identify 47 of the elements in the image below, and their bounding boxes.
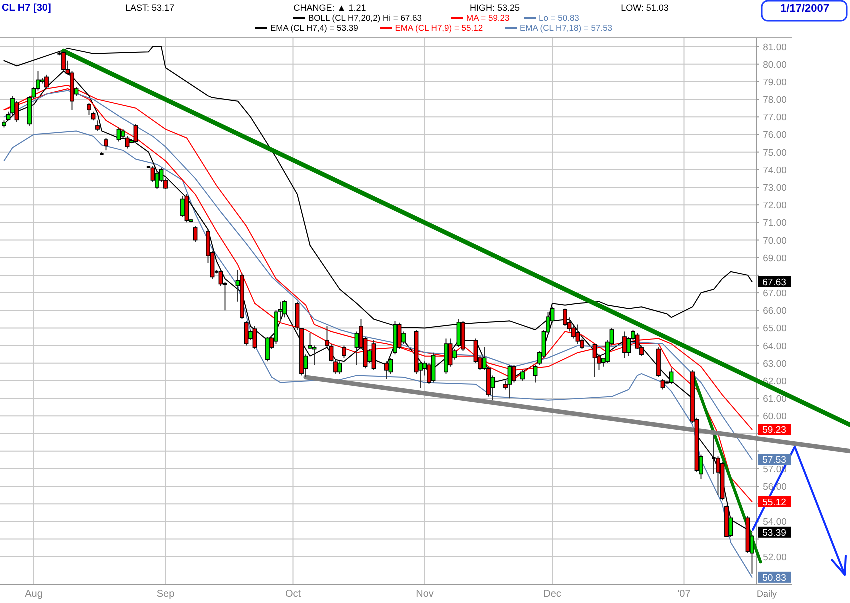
x-tick-label: '07 xyxy=(678,589,692,600)
legend-label: Lo = 50.83 xyxy=(539,13,580,23)
y-tick-label: 77.00 xyxy=(763,112,787,124)
y-tick-label: 61.00 xyxy=(763,394,787,406)
data-label: 55.12 xyxy=(762,497,786,508)
data-label: 67.63 xyxy=(762,277,786,288)
y-tick-label: 64.00 xyxy=(763,341,787,352)
y-tick-label: 71.00 xyxy=(763,218,787,230)
text: LOW: 51.03 xyxy=(621,3,669,13)
y-tick-label: 60.00 xyxy=(763,412,787,423)
y-tick-label: 66.00 xyxy=(763,306,787,318)
x-tick-label: Aug xyxy=(25,589,43,600)
legend-label: MA = 59.23 xyxy=(466,13,510,23)
y-tick-label: 79.00 xyxy=(763,77,787,88)
x-tick-label: Nov xyxy=(416,589,434,600)
y-tick-label: 81.00 xyxy=(763,42,787,54)
legend-label: EMA (CL H7,4) = 53.39 xyxy=(270,23,359,33)
data-label: 53.39 xyxy=(762,528,786,539)
y-tick-label: 65.00 xyxy=(763,324,787,335)
text: Daily xyxy=(756,589,778,599)
chart-title: CL H7 [30] xyxy=(2,3,52,14)
text: LAST: 53.17 xyxy=(125,3,175,13)
text: HIGH: 53.25 xyxy=(470,3,520,13)
y-tick-label: 67.00 xyxy=(763,288,787,300)
data-label: 59.23 xyxy=(762,425,786,436)
y-tick-label: 70.00 xyxy=(763,236,787,247)
legend-label: EMA (CL H7,9) = 55.12 xyxy=(395,23,484,33)
legend-label: BOLL (CL H7,20,2) Hi = 67.63 xyxy=(308,13,422,23)
x-tick-label: Oct xyxy=(285,589,302,600)
y-tick-label: 72.00 xyxy=(763,200,787,212)
y-tick-label: 80.00 xyxy=(763,60,787,71)
data-label: 57.53 xyxy=(762,455,786,466)
y-tick-label: 54.00 xyxy=(763,517,787,528)
y-tick-label: 75.00 xyxy=(763,148,787,159)
text: CHANGE: ▲ 1.21 xyxy=(294,3,366,13)
y-tick-label: 63.00 xyxy=(763,358,787,370)
y-tick-label: 74.00 xyxy=(763,165,787,176)
x-tick-label: Dec xyxy=(544,589,562,600)
y-tick-label: 73.00 xyxy=(763,183,787,194)
text: 1/17/2007 xyxy=(780,3,830,15)
legend-label: EMA (CL H7,18) = 57.53 xyxy=(520,23,613,33)
x-tick-label: Sep xyxy=(156,589,176,600)
y-tick-label: 76.00 xyxy=(763,130,787,142)
y-tick-label: 52.00 xyxy=(763,552,787,564)
data-label: 50.83 xyxy=(762,572,786,584)
y-tick-label: 78.00 xyxy=(763,95,787,106)
y-tick-label: 69.00 xyxy=(763,253,787,264)
